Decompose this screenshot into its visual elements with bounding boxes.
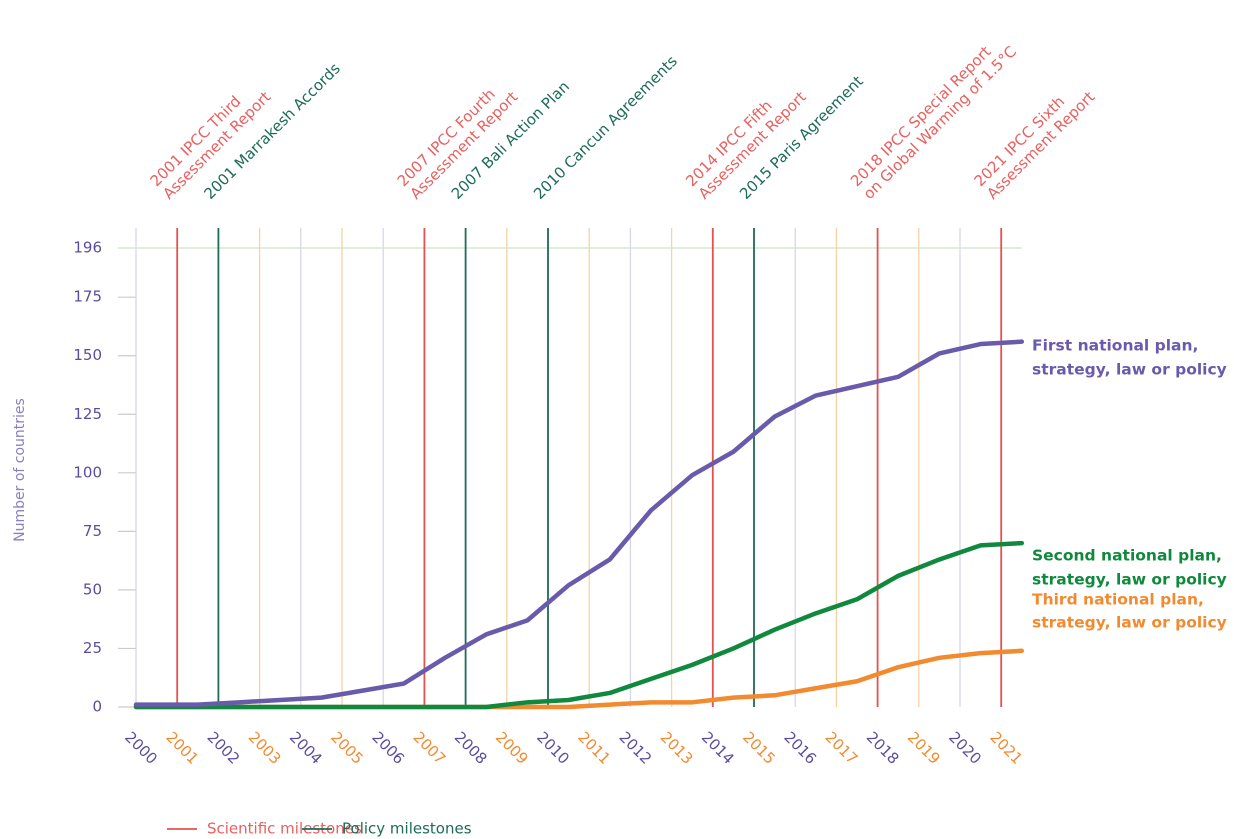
x-tick-label: 2014 xyxy=(698,728,738,768)
x-tick-label: 2002 xyxy=(204,728,244,768)
series-label: strategy, law or policy xyxy=(1032,614,1227,632)
series-label: Third national plan, xyxy=(1032,591,1204,609)
y-tick-label: 50 xyxy=(83,580,102,598)
y-tick-label: 150 xyxy=(73,346,102,364)
x-tick-label: 2013 xyxy=(657,728,697,768)
x-tick-label: 2001 xyxy=(162,728,202,768)
y-axis-label: Number of countries xyxy=(12,398,28,542)
series-line xyxy=(133,339,1025,707)
x-tick-label: 2017 xyxy=(822,728,862,768)
series-label: Second national plan, xyxy=(1032,547,1222,565)
series-label: strategy, law or policy xyxy=(1032,361,1227,379)
x-tick-label: 2018 xyxy=(863,728,903,768)
y-tick-label: 25 xyxy=(83,639,102,657)
x-tick-label: 2011 xyxy=(574,728,614,768)
milestone-label: 2010 Cancun Agreements xyxy=(530,52,681,203)
y-tick-label: 196 xyxy=(73,239,102,257)
x-tick-label: 2019 xyxy=(904,728,944,768)
x-tick-label: 2000 xyxy=(121,728,161,768)
x-tick-label: 2004 xyxy=(286,728,326,768)
milestone-label-line: 2010 Cancun Agreements xyxy=(530,52,681,203)
x-tick-label: 2021 xyxy=(986,728,1026,768)
x-tick-label: 2016 xyxy=(780,728,820,768)
y-tick-label: 0 xyxy=(92,698,102,716)
x-tick-label: 2008 xyxy=(451,728,491,768)
x-tick-label: 2005 xyxy=(327,728,367,768)
y-tick-label: 125 xyxy=(73,405,102,423)
x-tick-label: 2006 xyxy=(368,728,408,768)
milestone-label-line: Assessment Report xyxy=(983,88,1098,203)
x-tick-label: 2012 xyxy=(616,728,656,768)
x-tick-label: 2010 xyxy=(533,728,573,768)
x-tick-label: 2020 xyxy=(945,728,985,768)
y-tick-label: 175 xyxy=(73,288,102,306)
x-tick-label: 2015 xyxy=(739,728,779,768)
x-tick-label: 2003 xyxy=(245,728,285,768)
y-tick-label: 75 xyxy=(83,522,102,540)
legend-label: Policy milestones xyxy=(342,820,472,838)
legend-label: Scientific milestones xyxy=(207,820,362,838)
series-label: strategy, law or policy xyxy=(1032,571,1227,589)
series-line xyxy=(133,540,1025,710)
milestone-label-line: 2018 IPCC Special Report xyxy=(847,42,995,190)
series-label: First national plan, xyxy=(1032,337,1198,355)
x-tick-label: 2007 xyxy=(410,728,450,768)
x-tick-label: 2009 xyxy=(492,728,532,768)
y-tick-label: 100 xyxy=(73,463,102,481)
